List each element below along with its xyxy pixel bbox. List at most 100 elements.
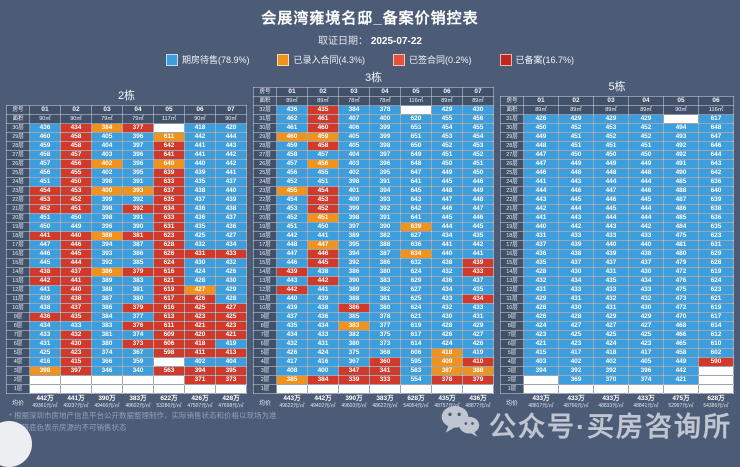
unit-cell: 404 — [338, 150, 370, 160]
unit-cell: 438 — [60, 294, 92, 304]
floor-label: 8层 — [253, 321, 277, 331]
unit-cell: 440 — [60, 285, 92, 295]
floor-label: 7层 — [6, 330, 30, 340]
note-line: * 根据深圳市房地产信息平台公开数据整理制作，实际销售状态和价格以现场为准 — [9, 410, 277, 420]
unit-cell: 598 — [153, 348, 185, 358]
unit-cell: 492 — [663, 141, 699, 151]
unit-number-header: 03 — [593, 96, 629, 106]
unit-number-header: 06 — [431, 87, 463, 97]
unit-cell: 436 — [215, 222, 247, 232]
unit-cell: 444 — [558, 204, 594, 214]
footnotes: * 根据深圳市房地产信息平台公开数据整理制作，实际销售状态和价格以现场为准 * … — [9, 410, 277, 436]
unit-cell: 456 — [462, 114, 494, 124]
unit-cell — [523, 375, 559, 385]
unit-cell: 476 — [663, 276, 699, 286]
unit-cell: 452 — [307, 204, 339, 214]
note-line: * 不带底色表示房源的不可销售状态 — [9, 423, 127, 433]
unit-number-header: 07 — [462, 87, 494, 97]
unit-cell: 378 — [431, 375, 463, 385]
unit-cell: 653 — [400, 123, 432, 133]
unit-cell: 441 — [307, 285, 339, 295]
unit-cell: 450 — [29, 222, 61, 232]
unit-cell: 453 — [276, 204, 308, 214]
unit-cell: 650 — [400, 141, 432, 151]
unit-cell: 398 — [338, 177, 370, 187]
unit-cell: 620 — [400, 114, 432, 124]
unit-cell: 400 — [369, 114, 401, 124]
unit-cell — [558, 384, 594, 394]
unit-cell: 636 — [698, 213, 734, 223]
unit-cell: 421 — [215, 330, 247, 340]
unit-cell: 459 — [29, 141, 61, 151]
unit-cell: 430 — [628, 267, 664, 277]
unit-number-header: 03 — [91, 105, 123, 115]
unit-cell: 450 — [628, 150, 664, 160]
floor-label: 6层 — [6, 339, 30, 349]
unit-cell: 441 — [29, 285, 61, 295]
unit-cell: 427 — [215, 303, 247, 313]
unit-cell: 458 — [276, 150, 308, 160]
unit-cell — [153, 384, 185, 394]
unit-cell: 460 — [29, 132, 61, 142]
unit-cell: 642 — [400, 204, 432, 214]
legend-item: 已录入合同(4.3%) — [277, 53, 365, 66]
unit-cell: 454 — [276, 195, 308, 205]
unit-cell: 433 — [215, 249, 247, 259]
unit-row-header: 房号 — [6, 105, 30, 115]
unit-cell: 379 — [462, 375, 494, 385]
unit-cell: 420 — [184, 330, 216, 340]
unit-cell: 444 — [523, 186, 559, 196]
unit-number-header: 01 — [523, 96, 559, 106]
legend-label: 已录入合同(4.3%) — [293, 55, 365, 65]
unit-cell: 623 — [153, 231, 185, 241]
unit-area-header: 116㎡ — [698, 105, 734, 115]
unit-cell: 488 — [663, 186, 699, 196]
unit-cell: 388 — [462, 366, 494, 376]
unit-cell: 377 — [122, 312, 154, 322]
unit-cell: 444 — [628, 177, 664, 187]
floor-label: 13层 — [253, 276, 277, 286]
unit-cell: 426 — [431, 330, 463, 340]
unit-cell: 396 — [122, 159, 154, 169]
unit-area-header: 78㎡ — [369, 96, 401, 106]
unit-cell: 424 — [184, 267, 216, 277]
unit-cell: 624 — [400, 303, 432, 313]
unit-cell: 448 — [593, 168, 629, 178]
unit-cell: 617 — [153, 294, 185, 304]
unit-cell: 416 — [29, 357, 61, 367]
unit-cell: 633 — [153, 213, 185, 223]
unit-area-header: 89㎡ — [558, 105, 594, 115]
unit-cell: 452 — [276, 213, 308, 223]
unit-cell — [462, 384, 494, 394]
unit-cell: 394 — [338, 249, 370, 259]
floor-label: 27层 — [253, 150, 277, 160]
unit-cell: 440 — [215, 186, 247, 196]
unit-cell: 429 — [215, 285, 247, 295]
unit-cell: 390 — [369, 222, 401, 232]
unit-cell: 480 — [663, 249, 699, 259]
unit-cell: 427 — [215, 231, 247, 241]
floor-label: 1层 — [253, 384, 277, 394]
avg-cell: 433万 48766元/㎡ — [563, 395, 589, 409]
unit-cell: 433 — [462, 303, 494, 313]
floor-label: 27层 — [6, 150, 30, 160]
unit-cell: 389 — [338, 231, 370, 241]
unit-cell: 425 — [628, 330, 664, 340]
unit-cell: 485 — [663, 213, 699, 223]
unit-cell: 333 — [369, 375, 401, 385]
unit-cell: 634 — [400, 249, 432, 259]
floor-label: 1层 — [500, 384, 524, 394]
unit-cell: 400 — [91, 186, 123, 196]
floor-label: 13层 — [500, 276, 524, 286]
unit-cell: 452 — [431, 141, 463, 151]
unit-cell: 415 — [523, 348, 559, 358]
unit-cell: 442 — [628, 222, 664, 232]
unit-number-header: 03 — [338, 87, 370, 97]
unit-cell: 441 — [523, 177, 559, 187]
unit-cell: 443 — [276, 276, 308, 286]
unit-cell: 445 — [462, 222, 494, 232]
unit-cell: 446 — [628, 186, 664, 196]
unit-cell: 446 — [593, 195, 629, 205]
unit-cell: 441 — [29, 231, 61, 241]
floor-label: 20层 — [6, 213, 30, 223]
